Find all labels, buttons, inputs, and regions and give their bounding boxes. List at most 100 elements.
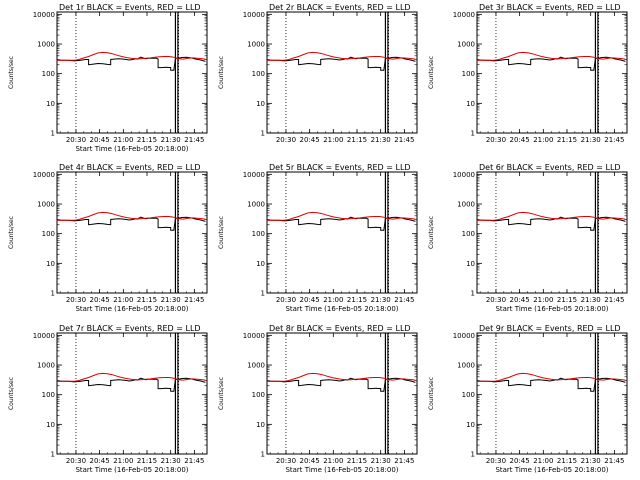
x-tick-label: 21:15 <box>557 457 577 465</box>
x-tick-label: 21:45 <box>394 296 414 304</box>
y-tick-label: 1 <box>261 290 265 298</box>
y-tick-label: 1 <box>261 451 265 459</box>
x-axis-label: Start Time (16-Feb-05 20:18:00) <box>285 305 398 313</box>
x-tick-label: 21:30 <box>581 136 601 144</box>
y-tick-label: 1000 <box>37 362 55 370</box>
series-group <box>477 372 626 392</box>
y-axis-label: Counts/sec <box>218 377 225 410</box>
plot-frame <box>476 11 628 134</box>
x-tick-label: 20:45 <box>90 296 110 304</box>
panel-title: Det 5r BLACK = Events, RED = LLD <box>269 163 411 172</box>
x-tick-label: 20:30 <box>486 136 506 144</box>
x-axis-label: Start Time (16-Feb-05 20:18:00) <box>75 466 188 474</box>
x-tick-label: 21:00 <box>533 296 553 304</box>
y-tick-label: 1 <box>261 130 265 138</box>
detector-panel-2: Det 2r BLACK = Events, RED = LLD Counts/s… <box>218 3 418 144</box>
panel-title: Det 4r BLACK = Events, RED = LLD <box>59 163 201 172</box>
x-tick-label: 20:45 <box>300 296 320 304</box>
x-tick-label: 21:00 <box>323 457 343 465</box>
x-tick-label: 20:30 <box>486 457 506 465</box>
y-tick-label: 10000 <box>33 332 55 340</box>
y-tick-label: 100 <box>252 391 265 399</box>
x-tick-label: 21:45 <box>604 296 624 304</box>
detector-panel-4: Det 4r BLACK = Events, RED = LLD Counts/s… <box>8 163 208 313</box>
panel-title: Det 9r BLACK = Events, RED = LLD <box>479 324 621 333</box>
x-tick-label: 21:00 <box>533 457 553 465</box>
y-tick-label: 10000 <box>453 332 475 340</box>
detector-panel-6: Det 6r BLACK = Events, RED = LLD Counts/s… <box>428 163 628 313</box>
series-group <box>477 51 626 71</box>
series-line-lld <box>267 372 416 382</box>
y-tick-label: 1 <box>471 290 475 298</box>
y-tick-label: 10 <box>46 421 55 429</box>
detector-panel-1: Det 1r BLACK = Events, RED = LLD Counts/s… <box>8 3 208 153</box>
y-tick-label: 100 <box>42 230 55 238</box>
y-tick-label: 100 <box>462 70 475 78</box>
x-tick-label: 21:30 <box>371 296 391 304</box>
y-tick-label: 10 <box>46 260 55 268</box>
x-tick-label: 21:15 <box>347 296 367 304</box>
x-tick-label: 21:30 <box>581 296 601 304</box>
x-tick-label: 20:45 <box>510 457 530 465</box>
x-tick-label: 21:15 <box>137 136 157 144</box>
x-tick-label: 20:30 <box>276 136 296 144</box>
panel-title: Det 7r BLACK = Events, RED = LLD <box>59 324 201 333</box>
y-tick-label: 1000 <box>457 201 475 209</box>
x-tick-label: 20:45 <box>510 136 530 144</box>
x-tick-label: 21:15 <box>137 296 157 304</box>
y-tick-label: 10000 <box>453 171 475 179</box>
plot-frame <box>476 171 628 294</box>
y-tick-label: 1000 <box>457 362 475 370</box>
series-group <box>57 372 206 392</box>
panel-title: Det 6r BLACK = Events, RED = LLD <box>479 163 621 172</box>
y-tick-label: 10000 <box>243 171 265 179</box>
x-tick-label: 21:15 <box>347 457 367 465</box>
series-group <box>477 211 626 231</box>
y-tick-label: 10 <box>466 100 475 108</box>
detector-panel-8: Det 8r BLACK = Events, RED = LLD Counts/s… <box>218 324 418 474</box>
plot-frame <box>266 332 418 455</box>
plot-frame <box>266 171 418 294</box>
y-tick-label: 1000 <box>247 201 265 209</box>
y-tick-label: 1000 <box>37 201 55 209</box>
y-axis-label: Counts/sec <box>218 216 225 249</box>
y-tick-label: 10 <box>256 421 265 429</box>
x-tick-label: 21:00 <box>323 136 343 144</box>
series-line-lld <box>267 51 416 61</box>
x-axis-label: Start Time (16-Feb-05 20:18:00) <box>285 466 398 474</box>
x-tick-label: 21:30 <box>371 457 391 465</box>
x-tick-label: 21:15 <box>557 136 577 144</box>
x-tick-label: 21:45 <box>604 457 624 465</box>
x-tick-label: 20:45 <box>300 136 320 144</box>
y-tick-label: 1 <box>471 130 475 138</box>
detector-panel-9: Det 9r BLACK = Events, RED = LLD Counts/s… <box>428 324 628 474</box>
y-axis-label: Counts/sec <box>428 56 435 89</box>
x-tick-label: 21:15 <box>557 296 577 304</box>
x-tick-label: 20:45 <box>300 457 320 465</box>
x-tick-label: 21:00 <box>533 136 553 144</box>
plot-frame <box>266 11 418 134</box>
y-tick-label: 100 <box>462 391 475 399</box>
y-tick-label: 1 <box>51 130 55 138</box>
x-tick-label: 21:30 <box>581 457 601 465</box>
x-tick-label: 20:30 <box>276 457 296 465</box>
panel-title: Det 8r BLACK = Events, RED = LLD <box>269 324 411 333</box>
x-tick-label: 21:15 <box>347 136 367 144</box>
panel-title: Det 2r BLACK = Events, RED = LLD <box>269 3 411 12</box>
y-tick-label: 10 <box>46 100 55 108</box>
x-tick-label: 21:30 <box>161 457 181 465</box>
y-tick-label: 10 <box>466 260 475 268</box>
x-tick-label: 21:15 <box>137 457 157 465</box>
plot-frame <box>56 11 208 134</box>
y-axis-label: Counts/sec <box>8 216 15 249</box>
y-axis-label: Counts/sec <box>428 216 435 249</box>
series-group <box>267 372 416 392</box>
series-line-lld <box>57 372 206 382</box>
series-line-lld <box>267 211 416 221</box>
x-axis-label: Start Time (16-Feb-05 20:18:00) <box>495 305 608 313</box>
plot-frame <box>476 332 628 455</box>
y-tick-label: 100 <box>252 70 265 78</box>
y-axis-label: Counts/sec <box>218 56 225 89</box>
x-tick-label: 21:30 <box>161 136 181 144</box>
